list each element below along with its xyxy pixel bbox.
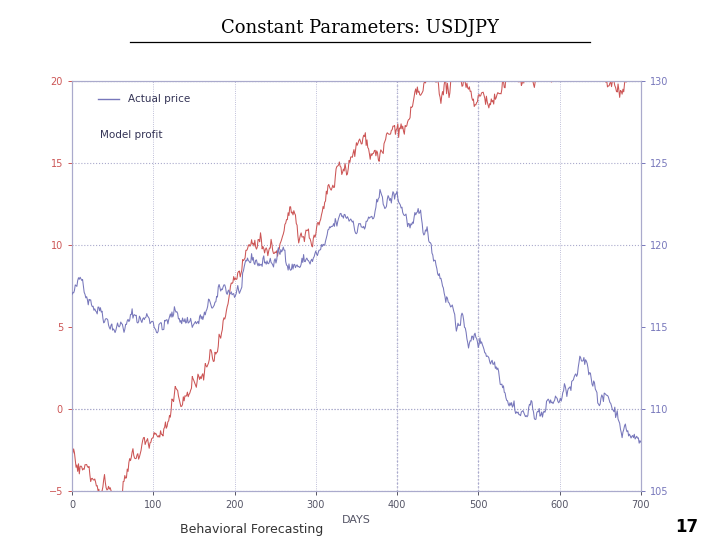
Legend: Actual price: Actual price — [94, 90, 194, 109]
Text: Model profit: Model profit — [101, 130, 163, 140]
X-axis label: DAYS: DAYS — [342, 515, 371, 524]
Text: 17: 17 — [675, 518, 698, 536]
Text: Constant Parameters: USDJPY: Constant Parameters: USDJPY — [221, 19, 499, 37]
Text: Behavioral Forecasting: Behavioral Forecasting — [181, 523, 323, 536]
